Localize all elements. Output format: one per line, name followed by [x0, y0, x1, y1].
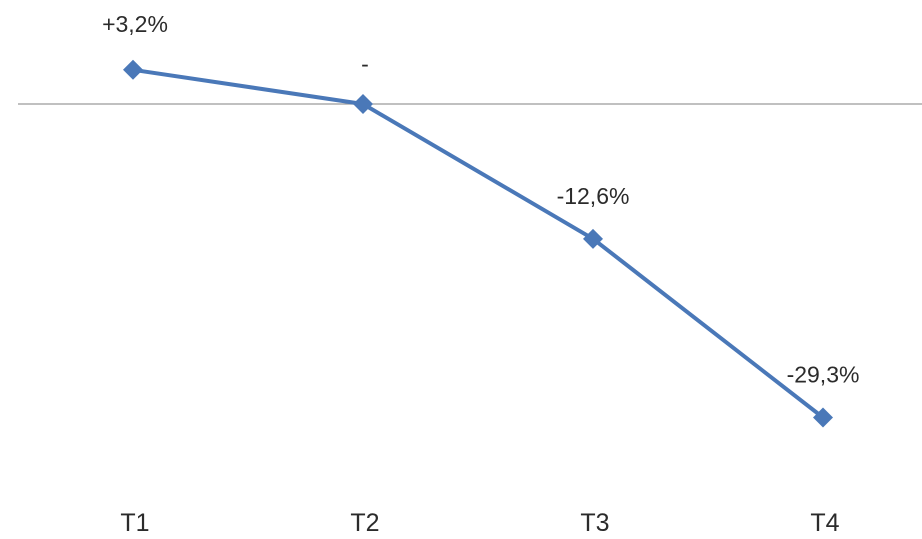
- data-label-t1: +3,2%: [102, 11, 168, 37]
- marker-t4: [813, 407, 833, 428]
- marker-t3: [583, 228, 603, 249]
- x-tick-t4: T4: [810, 509, 839, 537]
- x-axis-tick-labels: T1 T2 T3 T4: [120, 509, 839, 537]
- series-line: [132, 67, 825, 420]
- series-markers: [123, 59, 833, 428]
- x-tick-t2: T2: [350, 509, 379, 537]
- marker-t1: [123, 59, 143, 80]
- data-label-t3: -12,6%: [557, 183, 630, 209]
- data-label-t2: -: [361, 51, 369, 77]
- x-tick-t3: T3: [580, 509, 609, 537]
- data-label-t4: -29,3%: [787, 362, 860, 388]
- marker-t2: [353, 94, 373, 114]
- x-tick-t1: T1: [120, 509, 149, 537]
- data-labels: +3,2% - -12,6% -29,3%: [102, 11, 859, 388]
